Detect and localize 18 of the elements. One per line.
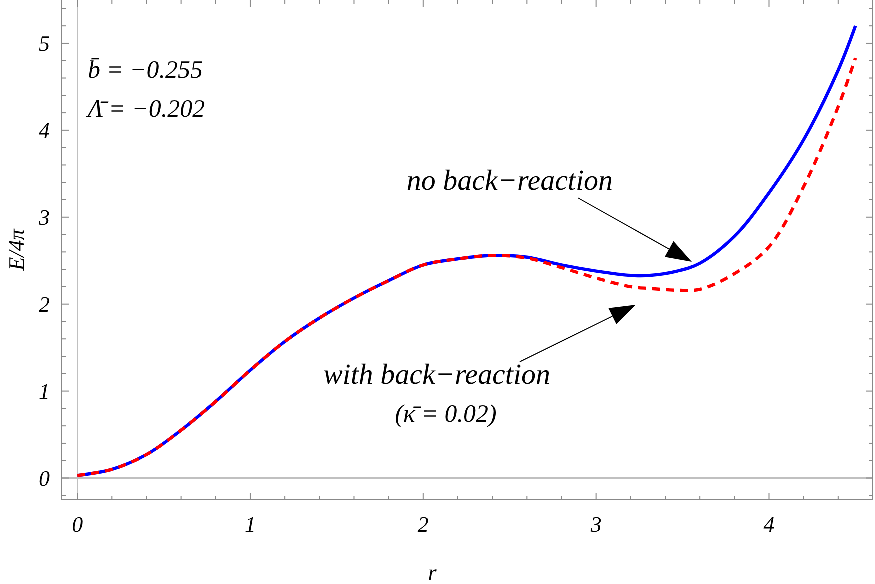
x-tick-label: 2 <box>418 512 429 537</box>
annotation: with back−reaction <box>323 359 551 391</box>
annotation: no back−reaction <box>406 165 614 197</box>
x-tick-label: 3 <box>590 512 602 537</box>
x-tick-label: 4 <box>764 512 775 537</box>
annotation: Λ̄ = −0.202 <box>86 96 206 123</box>
y-tick-label: 1 <box>39 379 50 404</box>
y-tick-label: 0 <box>39 466 50 491</box>
y-tick-label: 3 <box>38 205 50 230</box>
y-axis-title: E/4π <box>4 228 29 272</box>
x-tick-label: 1 <box>244 512 256 537</box>
annotation: b̄ = −0.255 <box>88 57 203 84</box>
x-tick-label: 0 <box>72 512 84 537</box>
y-tick-label: 5 <box>39 31 50 56</box>
y-tick-label: 4 <box>39 118 50 144</box>
y-tick-label: 2 <box>39 292 50 318</box>
x-axis-title: r <box>428 560 438 584</box>
annotation: (κ̄ = 0.02) <box>395 401 497 428</box>
